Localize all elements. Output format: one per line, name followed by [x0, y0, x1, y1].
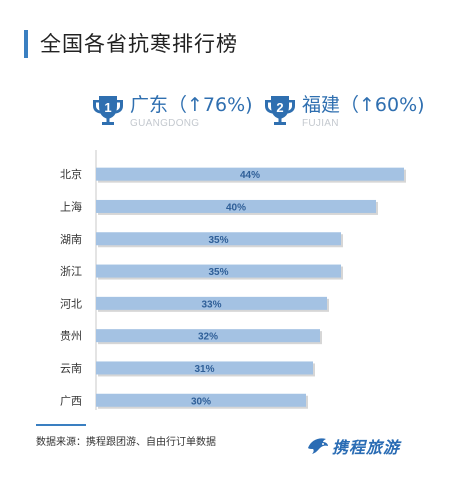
category-label: 湖南 [60, 233, 82, 246]
dolphin-logo-icon [308, 438, 328, 454]
trophy-icon: 1 [93, 96, 123, 125]
page-title: 全国各省抗寒排行榜 [40, 32, 238, 56]
data-label: 35% [208, 267, 228, 278]
brand-logo-text: 携程旅游 [332, 438, 401, 457]
data-label: 40% [226, 202, 246, 213]
bar [96, 296, 327, 310]
category-label: 广西 [60, 394, 82, 407]
rank-english-name: FUJIAN [302, 118, 339, 129]
bar-chart: 北京 44% 上海 40% 湖南 35% 浙江 35% 河北 33% 贵州 32% 云南 31% 广西 30% [60, 150, 406, 410]
rank-english-name: GUANGDONG [130, 118, 200, 129]
title-accent-bar [24, 30, 28, 58]
data-label: 35% [208, 235, 228, 246]
rank-name: 广东（↑76%) [130, 94, 253, 116]
category-label: 贵州 [60, 330, 82, 343]
bar [96, 264, 341, 278]
data-source-note: 数据来源：携程跟团游、自由行订单数据 [36, 437, 216, 448]
rank-number: 2 [276, 100, 283, 115]
bar [96, 361, 313, 375]
data-label: 30% [191, 396, 211, 407]
category-label: 北京 [60, 167, 82, 181]
bar [96, 329, 320, 343]
bar [96, 167, 404, 181]
rank-number: 1 [104, 100, 111, 115]
category-label: 上海 [60, 199, 82, 213]
data-label: 33% [201, 299, 221, 310]
bar [96, 199, 376, 213]
category-label: 河北 [60, 297, 82, 310]
data-label: 31% [194, 364, 214, 375]
bar [96, 232, 341, 246]
source-divider [36, 424, 86, 426]
trophy-icon: 2 [265, 96, 295, 125]
data-label: 44% [240, 170, 260, 181]
data-label: 32% [198, 332, 218, 343]
category-label: 浙江 [60, 265, 82, 278]
rank-name: 福建（↑60%) [302, 94, 425, 116]
category-label: 云南 [60, 362, 82, 375]
bar [96, 393, 306, 407]
